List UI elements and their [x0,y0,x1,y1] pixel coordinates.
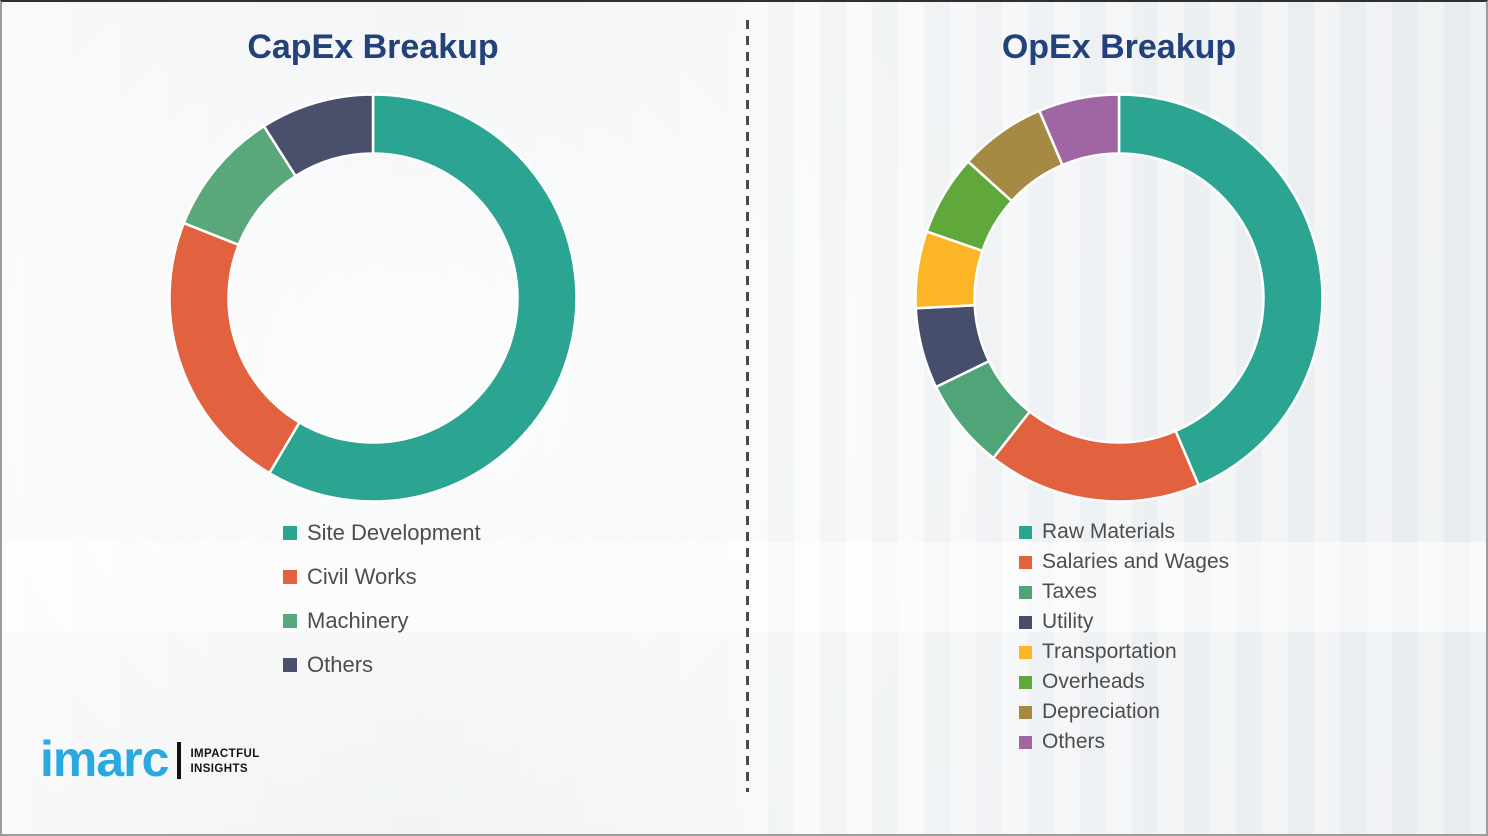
legend-label-others: Others [307,651,374,677]
legend-item-depreciation: Depreciation [1019,700,1229,724]
tagline-line-1: IMPACTFUL [190,748,260,761]
legend-swatch-salaries-and-wages [1019,555,1032,569]
legend-swatch-overheads [1019,675,1032,689]
capex-legend: Site Development Civil Works Machinery Othe… [283,519,481,678]
legend-label-taxes: Taxes [1042,580,1097,603]
donut-segment-raw-materials [1117,93,1324,487]
legend-label-machinery: Machinery [307,607,409,633]
imarc-tagline: IMPACTFUL INSIGHTS [190,747,259,777]
donut-segment-others [1038,93,1121,167]
capex-donut-chart [168,93,578,503]
legend-label-salaries-and-wages: Salaries and Wages [1042,550,1230,573]
legend-swatch-raw-materials [1019,525,1032,539]
legend-swatch-others [1019,735,1032,749]
imarc-logo: imarc IMPACTFUL INSIGHTS [40,731,260,787]
legend-label-civil-works: Civil Works [307,563,417,589]
legend-item-others: Others [283,651,481,678]
legend-label-depreciation: Depreciation [1042,700,1160,723]
legend-swatch-utility [1019,615,1032,629]
legend-label-others: Others [1042,730,1106,753]
legend-label-utility: Utility [1042,610,1094,633]
legend-label-overheads: Overheads [1042,670,1145,693]
opex-title: OpEx Breakup [1001,28,1237,66]
legend-item-raw-materials: Raw Materials [1019,520,1229,544]
legend-swatch-others [283,657,297,672]
donut-segment-others [262,93,375,178]
legend-item-others: Others [1019,730,1229,754]
legend-item-civil-works: Civil Works [283,563,481,590]
legend-item-overheads: Overheads [1019,670,1229,694]
legend-swatch-transportation [1019,645,1032,659]
legend-swatch-site-development [283,525,297,540]
legend-item-taxes: Taxes [1019,580,1229,604]
legend-item-machinery: Machinery [283,607,481,634]
legend-item-transportation: Transportation [1019,640,1229,664]
legend-swatch-depreciation [1019,705,1032,719]
legend-label-raw-materials: Raw Materials [1042,520,1176,543]
legend-swatch-machinery [283,613,297,628]
legend-item-utility: Utility [1019,610,1229,634]
legend-item-salaries-and-wages: Salaries and Wages [1019,550,1229,574]
legend-swatch-taxes [1019,585,1032,599]
background-watermark-layer [2,542,1486,632]
donut-segment-salaries-and-wages [992,410,1200,503]
tagline-line-2: INSIGHTS [190,763,248,776]
logo-divider-bar [177,742,182,779]
legend-swatch-civil-works [283,569,297,584]
dashed-divider [746,20,749,792]
capex-title: CapEx Breakup [247,28,499,66]
legend-label-site-development: Site Development [307,519,481,545]
legend-item-site-development: Site Development [283,519,481,546]
donut-segment-civil-works [168,221,301,475]
legend-label-transportation: Transportation [1042,640,1177,663]
opex-legend: Raw Materials Salaries and Wages Taxes Util… [1019,520,1229,754]
imarc-logo-text: imarc [40,731,169,787]
opex-donut-chart [914,93,1324,503]
donut-segment-site-development [268,93,578,503]
